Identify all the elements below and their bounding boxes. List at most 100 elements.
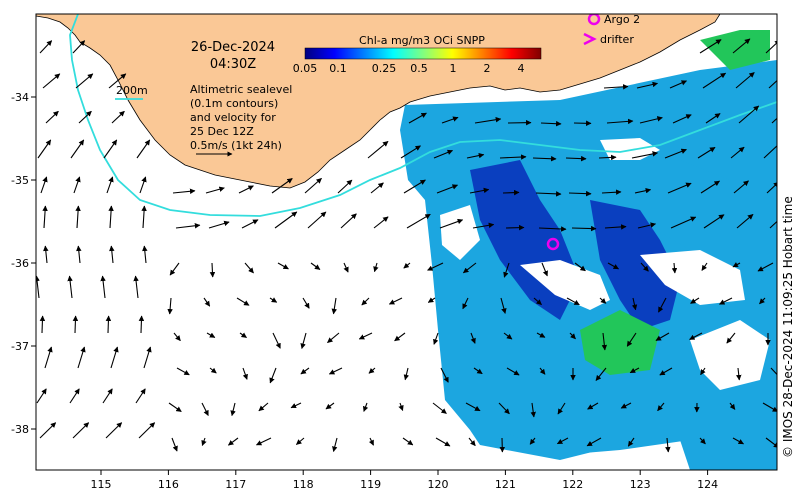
velocity-arrow xyxy=(340,213,357,229)
velocity-arrow xyxy=(568,190,592,197)
velocity-arrow xyxy=(441,116,459,124)
colorbar-ticks: 0.05 0.1 0.25 0.5 1 2 4 xyxy=(293,62,525,75)
velocity-arrow xyxy=(105,422,123,439)
velocity-arrow xyxy=(300,332,307,350)
velocity-arrow xyxy=(669,80,688,89)
velocity-arrow xyxy=(269,297,278,303)
velocity-arrow xyxy=(587,402,599,410)
x-axis-ticks: 115 116 117 118 119 120 121 122 123 124 xyxy=(91,470,718,491)
note-line-3: and velocity for xyxy=(190,111,276,124)
velocity-arrow xyxy=(539,367,546,375)
velocity-arrow xyxy=(536,332,546,338)
velocity-arrow xyxy=(736,367,742,381)
velocity-arrow xyxy=(138,422,156,439)
velocity-arrow xyxy=(574,262,586,272)
velocity-arrow xyxy=(73,176,81,194)
velocity-arrow xyxy=(732,437,744,445)
velocity-arrow xyxy=(400,145,421,159)
velocity-arrow xyxy=(168,402,182,413)
velocity-arrow xyxy=(367,140,389,159)
plot-area: 26-Dec-2024 04:30Z 200m Altimetric seale… xyxy=(36,13,777,470)
velocity-arrow xyxy=(362,402,369,412)
y-tick-label: -38 xyxy=(11,423,29,436)
velocity-arrow xyxy=(307,211,327,229)
velocity-arrow xyxy=(439,218,464,229)
velocity-arrow xyxy=(671,262,678,274)
velocity-arrow xyxy=(110,346,119,369)
velocity-arrow xyxy=(205,186,225,194)
velocity-arrow xyxy=(358,332,373,340)
velocity-arrow xyxy=(36,388,47,404)
velocity-arrow xyxy=(541,262,548,277)
velocity-arrow xyxy=(672,114,692,124)
velocity-arrow xyxy=(719,297,733,305)
velocity-arrow xyxy=(304,177,322,194)
velocity-arrow xyxy=(757,262,774,272)
velocity-arrow xyxy=(201,402,209,416)
x-tick-label: 122 xyxy=(562,478,583,491)
velocity-arrow xyxy=(142,245,148,264)
x-tick-label: 124 xyxy=(697,478,718,491)
velocity-arrow xyxy=(535,191,562,197)
velocity-arrow xyxy=(403,367,410,381)
velocity-arrow xyxy=(664,148,687,159)
velocity-arrow xyxy=(290,402,302,409)
map-date: 26-Dec-2024 xyxy=(191,40,275,55)
velocity-arrow xyxy=(462,262,477,274)
velocity-arrow xyxy=(631,151,659,159)
velocity-arrow xyxy=(556,437,569,445)
velocity-arrow xyxy=(530,402,536,418)
velocity-arrow xyxy=(44,346,53,369)
velocity-arrow xyxy=(759,297,766,305)
velocity-arrow xyxy=(133,275,139,299)
velocity-arrow xyxy=(726,332,736,344)
velocity-arrow xyxy=(620,402,632,409)
velocity-arrow xyxy=(310,262,321,270)
velocity-arrow xyxy=(640,262,649,272)
velocity-arrow xyxy=(325,402,335,410)
velocity-arrow xyxy=(328,367,343,375)
x-tick-label: 121 xyxy=(495,478,516,491)
velocity-arrow xyxy=(655,332,670,341)
velocity-arrow xyxy=(503,332,513,340)
x-tick-label: 120 xyxy=(428,478,449,491)
velocity-arrow xyxy=(540,120,562,127)
velocity-arrow xyxy=(394,332,406,342)
velocity-arrow xyxy=(37,139,52,159)
velocity-arrow xyxy=(690,297,700,304)
velocity-arrow xyxy=(506,367,520,376)
velocity-arrow xyxy=(42,73,61,89)
velocity-arrow xyxy=(403,262,411,269)
velocity-arrow xyxy=(271,178,293,194)
velocity-arrow xyxy=(337,179,353,194)
velocity-arrow xyxy=(703,214,725,229)
velocity-arrow xyxy=(639,116,663,124)
velocity-arrow xyxy=(398,402,404,412)
velocity-arrow xyxy=(607,262,619,270)
velocity-arrow xyxy=(139,176,147,194)
note-line-5: 0.5m/s (1kt 24h) xyxy=(190,139,282,152)
velocity-arrow xyxy=(39,422,57,439)
colorbar-tick-label: 0.05 xyxy=(293,62,318,75)
velocity-arrow xyxy=(135,388,146,404)
isobath-200m-line xyxy=(69,14,777,217)
velocity-vectors xyxy=(36,38,777,453)
velocity-arrow xyxy=(40,176,48,194)
velocity-arrow xyxy=(500,297,507,314)
velocity-arrow xyxy=(733,180,749,194)
velocity-arrow xyxy=(503,262,510,278)
argo-legend-label: Argo 2 xyxy=(604,13,640,26)
australia-land xyxy=(36,14,721,189)
velocity-arrow xyxy=(606,118,634,125)
velocity-arrow xyxy=(771,117,777,124)
velocity-arrow xyxy=(106,176,114,194)
colorbar-tick-label: 0.25 xyxy=(372,62,397,75)
velocity-arrow xyxy=(569,332,576,340)
y-tick-label: -34 xyxy=(11,91,29,104)
map-time: 04:30Z xyxy=(210,57,256,72)
velocity-arrow xyxy=(732,38,751,54)
velocity-arrow xyxy=(206,332,216,338)
velocity-arrow xyxy=(601,189,622,195)
altimetry-note: Altimetric sealevel (0.1m contours) and … xyxy=(190,83,292,157)
velocity-arrow xyxy=(78,110,92,124)
